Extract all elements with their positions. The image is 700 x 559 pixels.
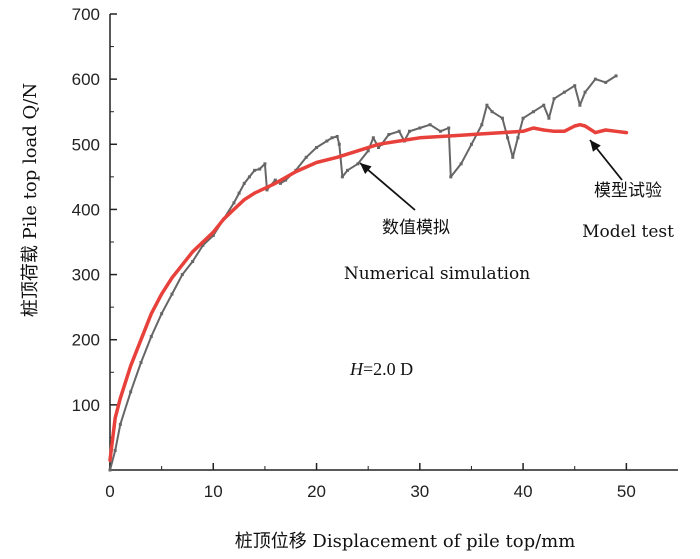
model-test-point: [490, 110, 494, 114]
model-test-point: [447, 126, 451, 130]
model-test-point: [573, 84, 577, 88]
model-test-point: [247, 175, 251, 179]
x-tick-label: 20: [307, 482, 326, 501]
x-tick-label: 50: [617, 482, 636, 501]
model-test-point: [377, 146, 381, 150]
model-test-point: [469, 142, 473, 146]
y-tick-label: 300: [72, 266, 100, 285]
model-test-point: [118, 422, 122, 426]
model-test-point: [237, 191, 241, 195]
series-numerical-simulation: [108, 122, 629, 462]
model-test-point: [337, 142, 341, 146]
model-test-point: [449, 175, 453, 179]
y-tick-label: 400: [72, 200, 100, 219]
y-tick-label: 200: [72, 331, 100, 350]
model-test-point: [578, 103, 582, 107]
model-test-point: [278, 181, 282, 185]
model-test-point: [273, 178, 277, 182]
model-test-point: [480, 123, 484, 127]
model-test-point: [129, 390, 133, 394]
model-test-point: [506, 136, 510, 140]
model-test-point: [562, 90, 566, 94]
model-test-point: [113, 448, 117, 452]
annotation-test-cn: 模型试验: [594, 181, 662, 201]
model-test-point: [614, 74, 618, 78]
x-tick-label: 30: [410, 482, 429, 501]
annotation-simulation-en: Numerical simulation: [344, 264, 530, 284]
model-test-point: [315, 146, 319, 150]
model-test-point: [397, 129, 401, 133]
model-test-point: [418, 126, 422, 130]
model-test-point: [428, 123, 432, 127]
parameter-annotation: H=2.0 D: [349, 359, 413, 379]
model-test-point: [366, 149, 370, 153]
model-test-point: [304, 155, 308, 159]
model-test-point: [180, 273, 184, 277]
model-test-point: [346, 168, 350, 172]
y-tick-label: 500: [72, 135, 100, 154]
y-tick-label: 100: [72, 396, 100, 415]
y-ticks: 100 200 300 400 500 600 700: [72, 5, 117, 438]
model-test-point: [542, 103, 546, 107]
model-test-point: [253, 168, 257, 172]
model-test-point: [258, 167, 262, 171]
model-test-point: [330, 136, 334, 140]
model-test-point: [407, 129, 411, 133]
model-test-point: [340, 175, 344, 179]
model-test-point: [511, 155, 515, 159]
model-test-point: [325, 139, 329, 143]
parameter-value: =2.0 D: [363, 359, 413, 379]
model-test-point: [335, 134, 339, 138]
model-test-point: [160, 312, 164, 316]
model-test-point: [201, 243, 205, 247]
model-test-point: [604, 80, 608, 84]
model-test-point: [211, 233, 215, 237]
model-test-point: [552, 97, 556, 101]
model-test-point: [232, 201, 236, 205]
model-test-point: [356, 162, 360, 166]
model-test-point: [438, 129, 442, 133]
model-test-point: [593, 77, 597, 81]
x-ticks: 0 10 20 30 40 50: [105, 463, 636, 501]
arrow-layer: [359, 139, 623, 211]
model-test-point: [371, 136, 375, 140]
model-test-point: [191, 260, 195, 264]
model-test-point: [583, 90, 587, 94]
arrow-simulation: [359, 162, 416, 211]
model-test-point: [521, 116, 525, 120]
y-axis-label: 桩顶荷载 Pile top load Q/N: [20, 83, 41, 317]
parameter-variable: H: [349, 359, 364, 379]
x-tick-label: 10: [204, 482, 223, 501]
y-tick-label: 600: [72, 70, 100, 89]
series-layer: [108, 74, 629, 472]
arrow-model-test-head: [590, 140, 601, 152]
model-test-point: [149, 334, 153, 338]
x-tick-label: 40: [514, 482, 533, 501]
model-test-point: [284, 178, 288, 182]
annotation-simulation-cn: 数值模拟: [382, 218, 450, 238]
model-test-point: [387, 133, 391, 137]
model-test-point: [531, 110, 535, 114]
model-test-point: [263, 162, 267, 166]
model-test-point: [108, 468, 112, 472]
x-tick-label: 0: [105, 482, 114, 501]
model-test-point: [170, 292, 174, 296]
arrow-simulation-head: [360, 163, 372, 174]
model-test-point: [459, 162, 463, 166]
model-test-point: [265, 188, 269, 192]
x-axis-label: 桩顶位移 Displacement of pile top/mm: [235, 531, 576, 552]
model-test-point: [500, 116, 504, 120]
y-tick-label: 700: [72, 5, 100, 24]
model-test-point: [485, 103, 489, 107]
annotation-test-en: Model test: [582, 222, 674, 242]
model-test-point: [242, 181, 246, 185]
model-test-point: [516, 136, 520, 140]
model-test-point: [547, 116, 551, 120]
model-test-point: [139, 361, 143, 365]
